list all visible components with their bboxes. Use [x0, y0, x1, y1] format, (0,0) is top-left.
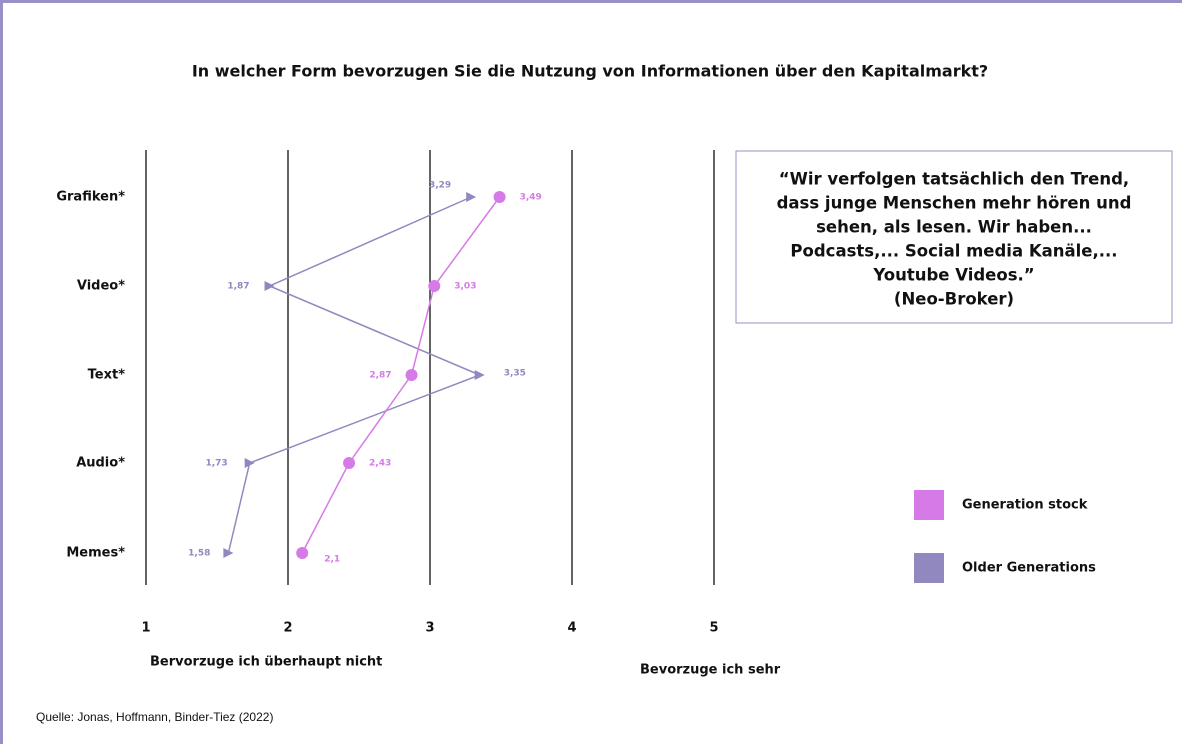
point — [244, 458, 255, 468]
legend-swatch — [914, 553, 944, 583]
quote-line: Podcasts,... Social media Kanäle,... — [790, 242, 1117, 261]
y-tick-label: Audio* — [76, 456, 125, 471]
point — [474, 370, 485, 380]
series-line — [227, 196, 482, 554]
chart-title: In welcher Form bevorzugen Sie die Nutzu… — [192, 62, 988, 81]
point — [428, 280, 441, 292]
point — [296, 547, 309, 559]
value-label: 3,49 — [520, 193, 542, 203]
point — [343, 457, 356, 469]
point — [493, 191, 506, 203]
x-tick-label: 5 — [709, 621, 718, 636]
quote-box — [735, 150, 1173, 324]
quote-line: “Wir verfolgen tatsächlich den Trend, — [779, 170, 1129, 189]
point — [223, 548, 234, 558]
x-label-right: Bevorzuge ich sehr — [640, 663, 781, 678]
x-label-left: Bervorzuge ich überhaupt nicht — [150, 655, 382, 670]
value-label: 1,58 — [188, 549, 210, 559]
x-tick-label: 3 — [425, 621, 434, 636]
point — [405, 369, 418, 381]
value-label: 1,87 — [227, 282, 249, 292]
quote-line: dass junge Menschen mehr hören und — [777, 194, 1132, 213]
point — [466, 192, 477, 202]
value-label: 1,73 — [205, 459, 227, 469]
x-tick-label: 1 — [141, 621, 150, 636]
x-tick-label: 4 — [567, 621, 576, 636]
value-label: 3,29 — [429, 181, 451, 191]
legend-swatch — [914, 490, 944, 520]
y-tick-label: Text* — [88, 368, 126, 383]
source: Quelle: Jonas, Hoffmann, Binder-Tiez (20… — [36, 710, 273, 724]
value-label: 3,03 — [454, 282, 476, 292]
quote-line: Youtube Videos.” — [872, 266, 1034, 285]
value-label: 2,87 — [369, 371, 391, 381]
value-label: 3,35 — [504, 369, 526, 379]
value-label: 2,43 — [369, 459, 391, 469]
y-tick-label: Memes* — [66, 546, 125, 561]
point — [264, 281, 275, 291]
value-label: 2,1 — [324, 555, 340, 565]
quote-line: (Neo-Broker) — [894, 290, 1014, 309]
y-tick-label: Grafiken* — [56, 190, 125, 205]
legend-label: Generation stock — [962, 498, 1088, 513]
series-line — [301, 196, 501, 554]
x-tick-label: 2 — [283, 621, 292, 636]
y-tick-label: Video* — [77, 279, 125, 294]
legend-label: Older Generations — [962, 561, 1096, 576]
quote-line: sehen, als lesen. Wir haben... — [816, 218, 1092, 237]
